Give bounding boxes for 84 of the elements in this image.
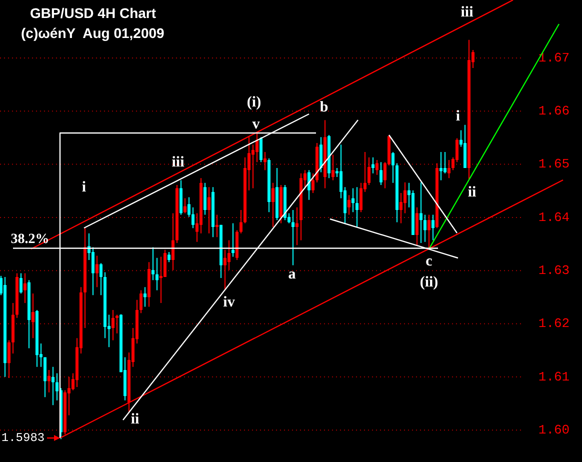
- text: (c)ωénY Aug 01,2009: [21, 25, 165, 41]
- candlestick: [144, 286, 146, 308]
- candlestick: [224, 249, 226, 291]
- candlestick: [164, 249, 166, 278]
- candlestick: [20, 272, 22, 294]
- candlestick: [48, 370, 50, 393]
- candlestick: [416, 206, 418, 246]
- y-tick-label: 1.63: [538, 263, 570, 278]
- candlestick: [372, 156, 374, 174]
- candlestick: [428, 214, 430, 250]
- candlestick: [160, 256, 162, 304]
- annotation: ii: [468, 184, 476, 200]
- candlestick: [448, 160, 450, 179]
- candlestick: [52, 366, 54, 406]
- candlestick: [240, 210, 242, 234]
- candlestick: [272, 182, 274, 228]
- y-tick-label: 1.67: [538, 50, 570, 66]
- candlestick: [116, 314, 118, 334]
- candlestick: [292, 210, 294, 266]
- y-tick-label: 1.60: [538, 422, 570, 438]
- y-tick-label: 1.62: [538, 316, 570, 332]
- candlestick: [152, 246, 154, 281]
- candlestick: [32, 292, 34, 339]
- candlestick: [96, 255, 98, 288]
- candlestick: [204, 182, 206, 216]
- candlestick: [420, 182, 422, 244]
- candlestick: [172, 212, 174, 271]
- annotation: (i): [246, 94, 262, 110]
- candlestick: [56, 372, 58, 401]
- candlestick: [256, 132, 258, 163]
- candlestick: [444, 152, 446, 174]
- annotation: c: [426, 253, 433, 270]
- candlestick: [140, 290, 142, 314]
- candlestick: [100, 262, 102, 296]
- candlestick: [192, 206, 194, 229]
- candlestick: [92, 246, 94, 296]
- candlestick: [404, 182, 406, 214]
- candlestick: [332, 154, 334, 181]
- annotation: v: [252, 116, 260, 132]
- annotation: ii: [130, 411, 140, 428]
- candlestick: [368, 156, 370, 186]
- candlestick: [112, 309, 114, 341]
- annotation: iii: [172, 154, 184, 170]
- annotation: i: [82, 179, 86, 196]
- candlestick: [264, 152, 266, 171]
- candlestick: [208, 186, 210, 234]
- candlestick: [168, 252, 170, 263]
- candlestick: [296, 206, 298, 246]
- candlestick: [24, 272, 26, 304]
- candlestick: [232, 222, 234, 258]
- candlestick: [380, 162, 382, 186]
- y-tick-label: 1.61: [538, 369, 570, 384]
- annotation: a: [288, 266, 296, 282]
- candlestick: [352, 188, 354, 213]
- candlestick: [400, 192, 402, 224]
- candlestick: [260, 136, 262, 163]
- candlestick: [440, 152, 442, 181]
- y-tick-label: 1.66: [538, 104, 570, 119]
- annotation: (ii): [420, 274, 438, 290]
- candlestick: [228, 240, 230, 271]
- y-tick-label: 1.65: [538, 156, 570, 172]
- y-tick-label: 1.64: [538, 210, 570, 225]
- annotation: b: [320, 99, 328, 116]
- candlestick: [312, 172, 314, 194]
- candlestick: [424, 214, 426, 242]
- candlestick: [432, 214, 434, 241]
- candlestick: [320, 136, 322, 173]
- annotation: iv: [223, 294, 236, 310]
- candlestick: [392, 152, 394, 184]
- annotation: 38.2%: [10, 232, 50, 248]
- candlestick: [376, 160, 378, 176]
- annotation: iii: [460, 4, 474, 20]
- candlestick: [44, 356, 46, 398]
- candlestick: [356, 186, 358, 228]
- candlestick: [360, 182, 362, 213]
- candlestick: [156, 257, 158, 291]
- annotation: i: [456, 108, 460, 124]
- candlestick: [216, 214, 218, 238]
- candlestick: [8, 340, 10, 378]
- chart-title: GBP/USD 4H Chart: [30, 5, 156, 21]
- candlestick: [348, 194, 350, 216]
- annotation: 1.5983: [1, 431, 45, 446]
- candlestick: [184, 198, 186, 214]
- candlestick: [252, 144, 254, 189]
